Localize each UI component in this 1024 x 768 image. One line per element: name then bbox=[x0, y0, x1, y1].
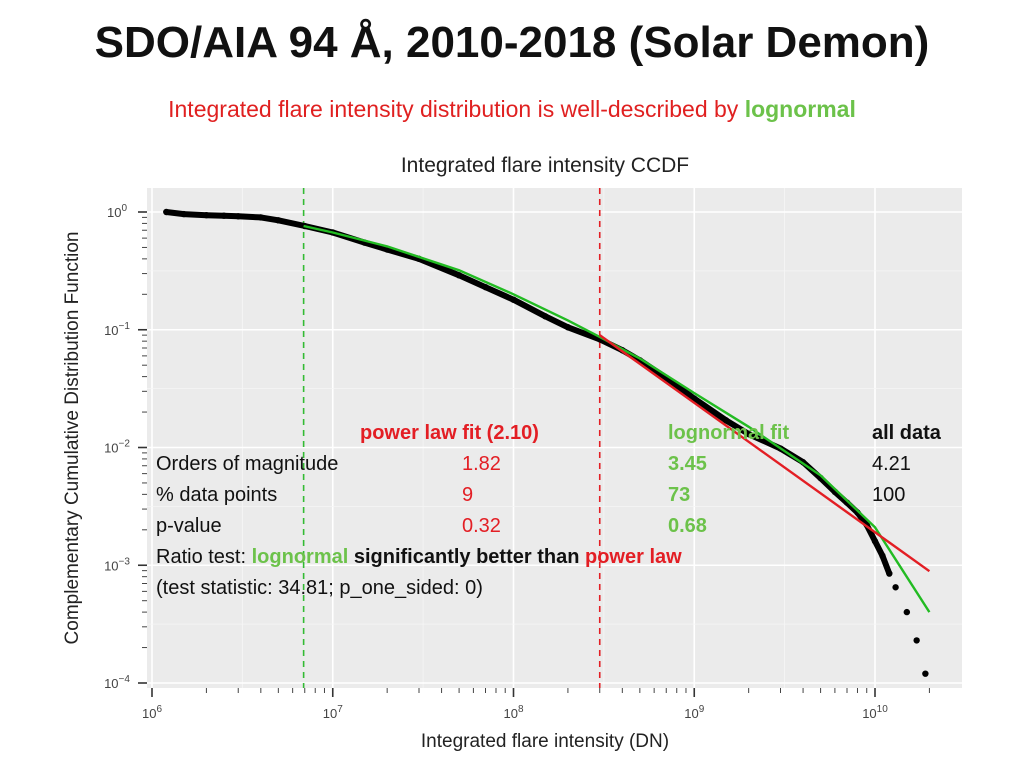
ratio-test-prefix: Ratio test: bbox=[156, 546, 247, 568]
ratio-test-loser: power law bbox=[585, 546, 682, 568]
x-tick-label: 109 bbox=[684, 704, 704, 721]
x-axis-label: Integrated flare intensity (DN) bbox=[421, 731, 669, 752]
cell-orders-all: 4.21 bbox=[872, 453, 911, 475]
data-point bbox=[892, 584, 899, 591]
data-series bbox=[163, 208, 931, 677]
data-trace bbox=[163, 209, 893, 577]
cell-orders-power: 1.82 bbox=[462, 453, 501, 475]
row-label-orders: Orders of magnitude bbox=[156, 453, 339, 475]
x-tick-label: 1010 bbox=[862, 704, 888, 721]
cell-percent-power: 9 bbox=[462, 484, 474, 506]
slide-title: SDO/AIA 94 Å, 2010-2018 (Solar Demon) bbox=[94, 18, 930, 67]
col-header-power-law: power law fit (2.10) bbox=[360, 422, 539, 444]
x-tick-label: 106 bbox=[142, 704, 162, 721]
lognormal-fit-line bbox=[303, 224, 931, 613]
cell-percent-all: 100 bbox=[872, 484, 906, 506]
x-tick-label: 108 bbox=[503, 704, 523, 721]
data-point bbox=[903, 608, 911, 616]
col-header-all-data: all data bbox=[872, 422, 941, 444]
y-tick-label: 100 bbox=[107, 203, 127, 220]
data-point bbox=[922, 670, 929, 677]
row-label-percent: % data points bbox=[156, 484, 278, 506]
x-axis: 106 107 108 109 1010 bbox=[142, 688, 930, 721]
cell-pvalue-power: 0.32 bbox=[462, 515, 501, 537]
x-tick-label: 107 bbox=[323, 704, 343, 721]
y-axis-label: Complementary Cumulative Distribution Fu… bbox=[62, 232, 83, 645]
chart-title: Integrated flare intensity CCDF bbox=[401, 154, 689, 177]
cell-percent-lognormal: 73 bbox=[668, 484, 691, 506]
y-tick-label: 10−3 bbox=[104, 556, 130, 573]
plot-background bbox=[147, 188, 962, 688]
data-point bbox=[913, 637, 920, 644]
y-tick-label: 10−4 bbox=[104, 674, 130, 691]
subtitle-text: Integrated flare intensity distribution … bbox=[168, 96, 739, 122]
ratio-test-line: Ratio test: lognormal significantly bett… bbox=[156, 546, 682, 569]
col-header-lognormal: lognormal fit bbox=[668, 422, 790, 444]
cell-pvalue-lognormal: 0.68 bbox=[668, 515, 707, 537]
subtitle-highlight: lognormal bbox=[744, 96, 856, 122]
y-tick-label: 10−2 bbox=[104, 439, 130, 456]
cell-orders-lognormal: 3.45 bbox=[668, 453, 707, 475]
grid bbox=[147, 188, 962, 688]
ratio-test-middle: significantly better than bbox=[353, 546, 580, 568]
y-tick-label: 10−1 bbox=[104, 321, 130, 338]
slide-subtitle: Integrated flare intensity distribution … bbox=[0, 96, 1024, 123]
row-label-pvalue: p-value bbox=[156, 515, 222, 537]
ratio-test-winner: lognormal bbox=[251, 546, 349, 568]
test-statistic: (test statistic: 34.81; p_one_sided: 0) bbox=[156, 577, 483, 599]
y-axis: 100 10−1 10−2 10−3 10−4 bbox=[104, 203, 147, 691]
power-law-fit-line bbox=[599, 334, 931, 573]
